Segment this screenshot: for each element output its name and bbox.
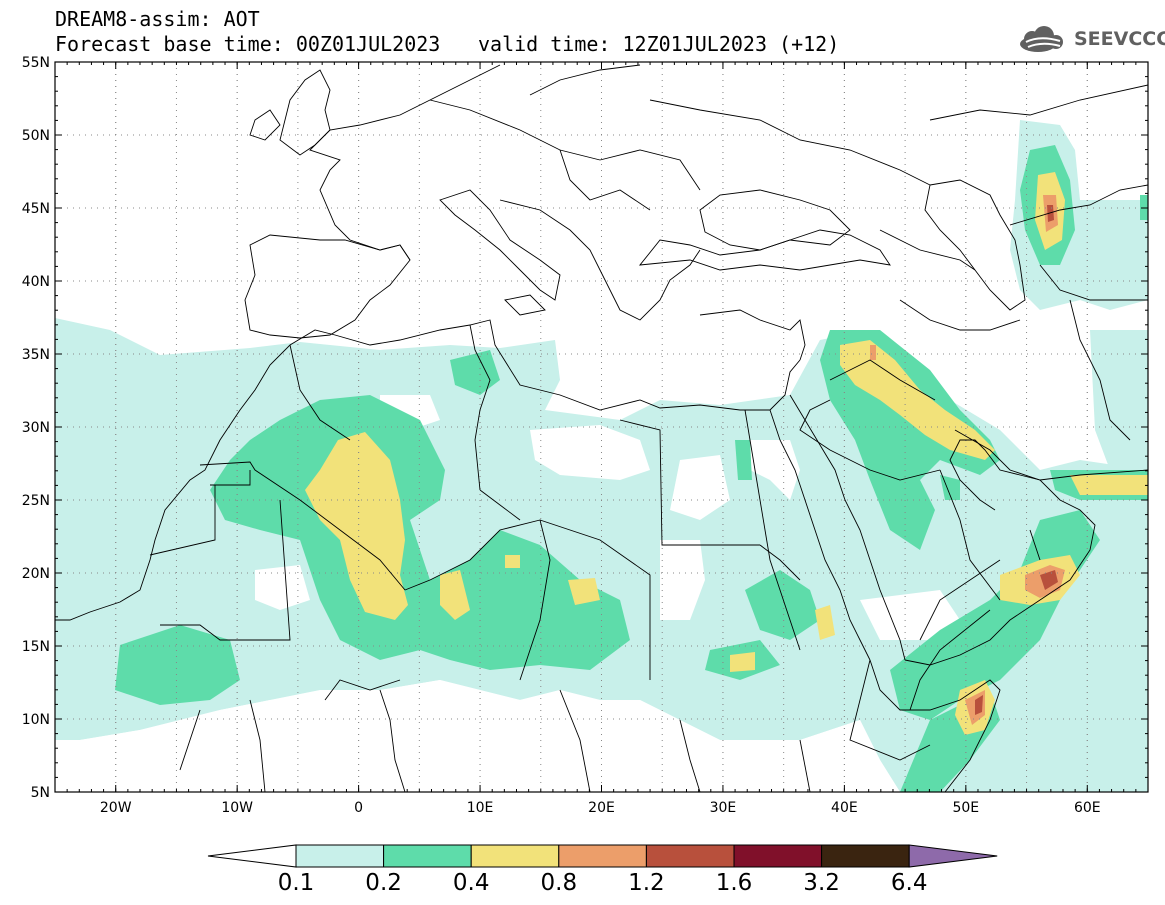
aot-field (55, 120, 1148, 792)
lat-label: 45N (22, 201, 50, 217)
lon-label: 50E (952, 800, 979, 816)
lat-labels: 5N 10N 15N 20N 25N 30N 35N 40N 45N 50N 55N (22, 55, 50, 801)
colorbar-segment (295, 844, 385, 868)
colorbar-level: 1.6 (715, 870, 753, 896)
colorbar-level: 0.2 (365, 870, 402, 896)
lon-label: 30E (710, 800, 737, 816)
cloud-icon (1020, 26, 1063, 52)
valid-time: valid time: 12Z01JUL2023 (+12) (478, 32, 840, 56)
colorbar-level: 0.1 (277, 870, 315, 896)
lon-label: 20W (100, 800, 132, 816)
colorbar-segment (733, 844, 823, 868)
forecast-base-time: Forecast base time: 00Z01JUL2023 (55, 32, 441, 56)
lon-labels: 20W 10W 0 10E 20E 30E 40E 50E 60E (100, 800, 1101, 816)
colorbar-level: 0.4 (452, 870, 490, 896)
gridlines (55, 62, 1148, 792)
lat-label: 40N (22, 274, 50, 290)
colorbar-level: 0.8 (540, 870, 578, 896)
axis-ticks (54, 61, 1149, 793)
colorbar-segment (383, 844, 472, 868)
colorbar-segment (558, 844, 647, 868)
colorbar-level: 1.2 (628, 870, 665, 896)
lon-label: 60E (1074, 800, 1101, 816)
lat-label: 25N (22, 493, 50, 509)
colorbar-segment (645, 844, 735, 868)
lon-label: 10W (221, 800, 253, 816)
lat-label: 50N (22, 128, 50, 144)
lon-label: 10E (467, 800, 494, 816)
lat-label: 15N (22, 639, 50, 655)
colorbar-level: 3.2 (803, 870, 840, 896)
lon-label: 20E (588, 800, 615, 816)
lat-label: 5N (31, 785, 50, 801)
lon-label: 0 (354, 800, 363, 816)
colorbar-under (207, 844, 297, 868)
map-title: DREAM8-assim: AOT (55, 7, 260, 31)
lat-label: 10N (22, 712, 50, 728)
lat-label: 30N (22, 420, 50, 436)
colorbar-over (908, 844, 998, 868)
colorbar-segment (821, 844, 910, 868)
lat-label: 35N (22, 347, 50, 363)
lon-label: 40E (831, 800, 858, 816)
lat-label: 55N (22, 55, 50, 71)
colorbar-segment (470, 844, 560, 868)
lat-label: 20N (22, 566, 50, 582)
colorbar (207, 844, 998, 868)
logo-text: SEEVCCC (1074, 28, 1165, 50)
colorbar-level: 6.4 (890, 870, 928, 896)
coastlines (55, 64, 1148, 792)
